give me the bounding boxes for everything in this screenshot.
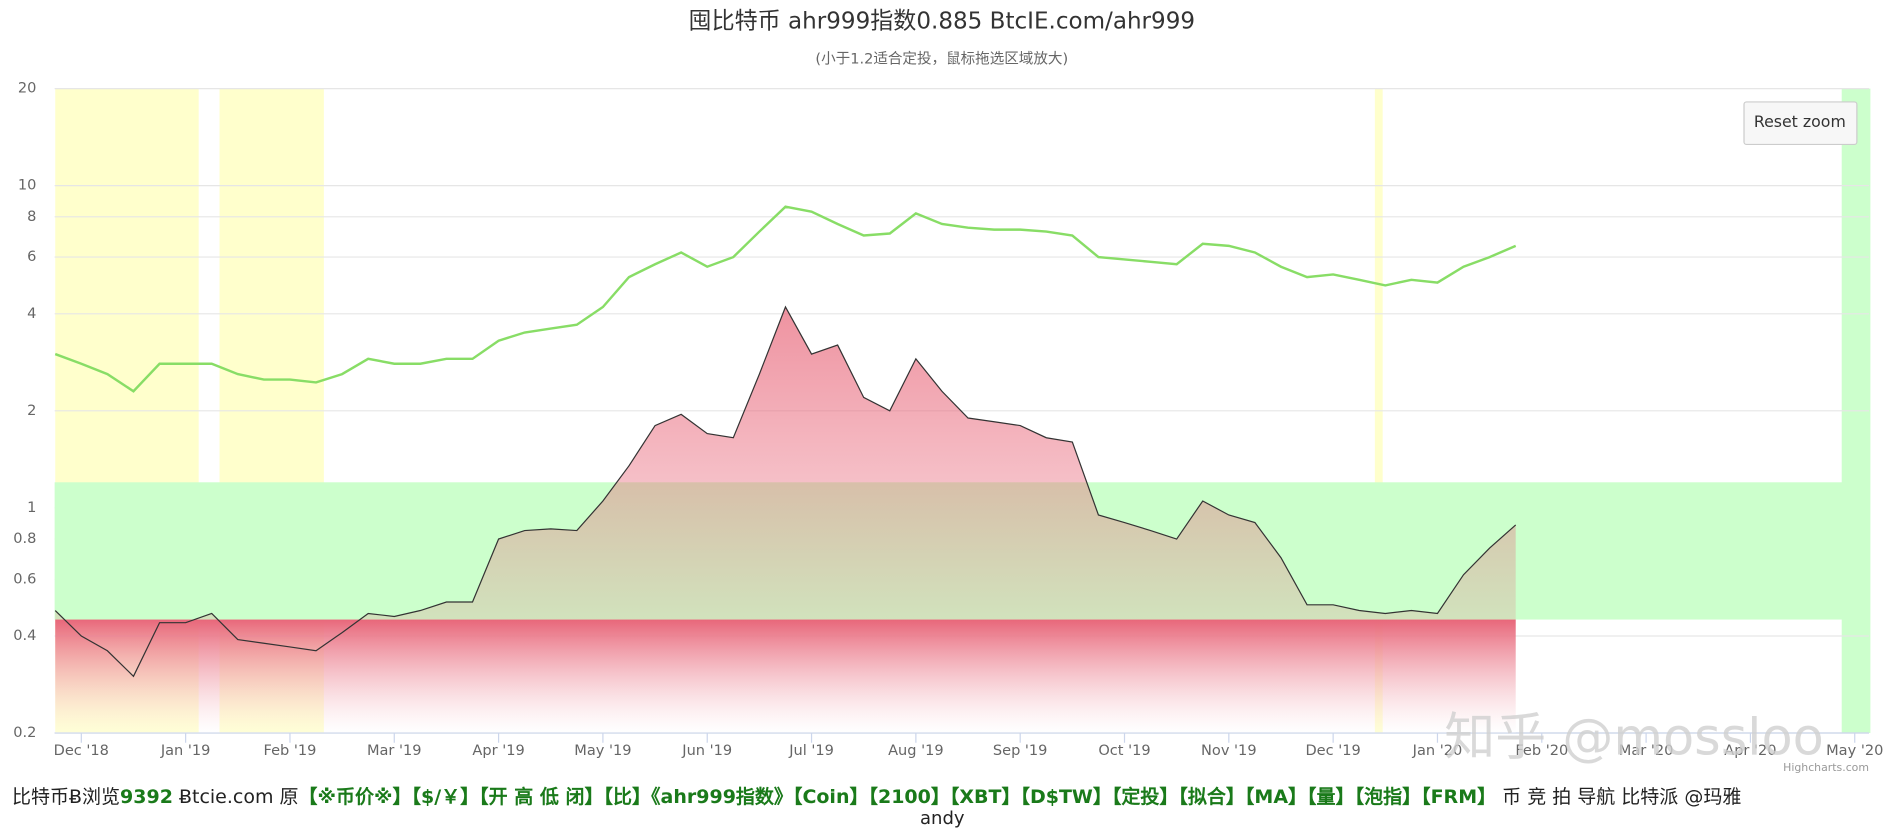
button-label: Reset zoom	[1754, 112, 1846, 131]
nav-link[interactable]: 【定投】	[1111, 786, 1179, 808]
x-tick-label: May '20	[1826, 742, 1883, 759]
nav-link[interactable]: 【$/￥】	[411, 786, 480, 808]
nav-link[interactable]: Ƀtcie.com 原	[172, 786, 299, 808]
nav-link[interactable]: 【※币价※】	[298, 786, 412, 808]
nav-link[interactable]: 【FRM】	[1421, 786, 1497, 808]
reset-zoom-button[interactable]: Reset zoom	[1743, 101, 1858, 146]
y-tick-label: 0.2	[13, 724, 36, 741]
y-tick-label: 0.8	[13, 530, 36, 547]
x-tick-label: Mar '20	[1619, 742, 1674, 759]
line	[54, 205, 1517, 393]
x-tick-label: Mar '19	[367, 742, 422, 759]
area	[55, 306, 1516, 734]
nav-link[interactable]: 【XBT】	[949, 786, 1021, 808]
nav-link[interactable]: 【开 高 低 闭】	[479, 786, 604, 808]
x-tick-label: Sep '19	[993, 742, 1048, 759]
y-tick-label: 6	[27, 248, 36, 265]
y-tick-label: 20	[18, 80, 37, 97]
nav-link[interactable]: 币 竞 拍 导航 比特派 @玛雅	[1496, 786, 1742, 808]
nav-link[interactable]: 【泡指】	[1354, 786, 1422, 808]
x-tick-label: Dec '19	[1305, 742, 1360, 759]
x-tick-label: Aug '19	[888, 742, 944, 759]
nav-bar: 比特币Ƀ浏览9392 Ƀtcie.com 原【※币价※】【$/￥】【开 高 低 …	[12, 782, 1902, 809]
x-tick-label: Feb '19	[264, 742, 317, 759]
x-tick-label: Dec '18	[54, 742, 109, 759]
nav-link[interactable]: 【D$TW】	[1020, 786, 1112, 808]
nav-link[interactable]: 比特币Ƀ浏览	[12, 786, 121, 808]
nav-link[interactable]: 【拟合】	[1178, 786, 1245, 808]
y-tick-label: 8	[27, 208, 36, 225]
nav-link[interactable]: 【比】	[603, 786, 652, 808]
y-tick-label: 0.4	[13, 627, 36, 644]
nav-link[interactable]: 【MA】	[1244, 786, 1308, 808]
credits: Highcharts.com	[1783, 761, 1869, 774]
y-tick-label: 2	[27, 402, 36, 419]
nav-link[interactable]: 《ahr999指数》	[651, 786, 793, 808]
x-tick-label: Jan '20	[1412, 742, 1463, 759]
button-box	[1743, 101, 1858, 146]
x-tick-label: Apr '19	[472, 742, 524, 759]
nav-link[interactable]: 【2100】	[868, 786, 950, 808]
x-tick-label: May '19	[574, 742, 631, 759]
y-tick-label: 0.6	[13, 570, 36, 587]
y-tick-label: 1	[27, 499, 36, 516]
x-tick-label: Feb '20	[1515, 742, 1568, 759]
nav-overflow: andy	[920, 808, 965, 829]
chart-subtitle: (小于1.2适合定投，鼠标拖选区域放大)	[815, 50, 1068, 67]
line	[54, 305, 1517, 678]
watermark: 知乎 @mossloo	[1444, 708, 1824, 767]
chart: 囤比特币 ahr999指数0.885 BtcIE.com/ahr999 (小于1…	[13, 8, 1883, 774]
nav-link[interactable]: 【Coin】	[792, 786, 869, 808]
x-tick-label: Oct '19	[1098, 742, 1150, 759]
nav-link[interactable]: 9392	[120, 786, 173, 808]
chart-title: 囤比特币 ahr999指数0.885 BtcIE.com/ahr999	[689, 8, 1196, 34]
y-tick-label: 4	[27, 305, 36, 322]
nav-link[interactable]: 【量】	[1307, 786, 1355, 808]
x-tick-label: Nov '19	[1201, 742, 1257, 759]
x-tick-label: Jul '19	[788, 742, 834, 759]
x-tick-label: Apr '20	[1724, 742, 1776, 759]
x-tick-label: Jan '19	[160, 742, 211, 759]
x-tick-label: Jun '19	[681, 742, 732, 759]
y-tick-label: 10	[18, 177, 37, 194]
